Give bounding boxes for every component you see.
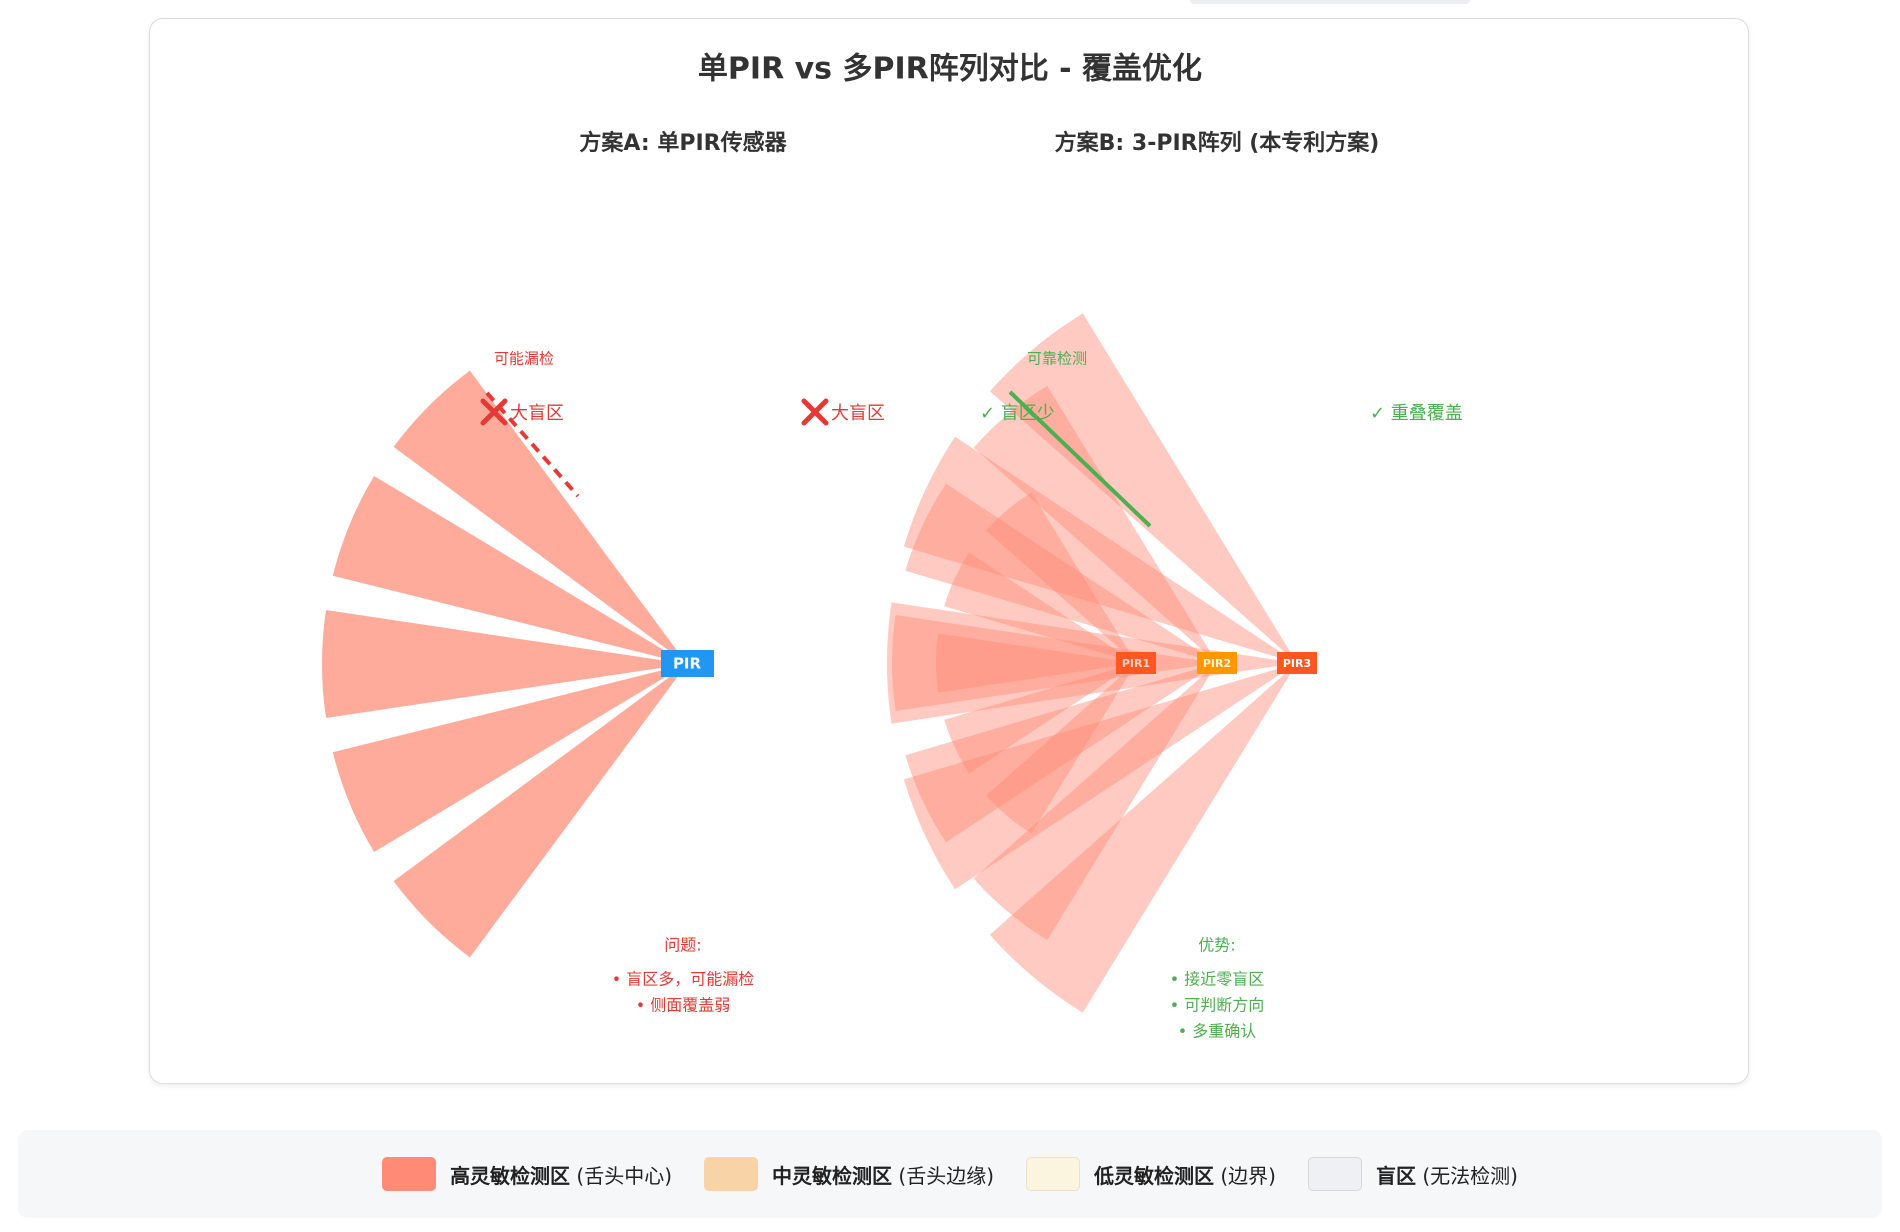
pir2-sensor: PIR2 bbox=[1197, 652, 1237, 674]
detection-fan bbox=[332, 476, 687, 664]
legend-swatch-high bbox=[382, 1157, 437, 1191]
pir-coverage-diagram: 单PIR vs 多PIR阵列对比 - 覆盖优化 方案A: 单PIR传感器 方案B… bbox=[321, 52, 1463, 1041]
legend-name: 中灵敏检测区 bbox=[772, 1163, 893, 1188]
diagram-card: 单PIR vs 多PIR阵列对比 - 覆盖优化 方案A: 单PIR传感器 方案B… bbox=[149, 18, 1749, 1084]
advantage-item: • 多重确认 bbox=[1178, 1022, 1257, 1041]
detection-fan bbox=[903, 436, 1297, 663]
pir3-label: PIR3 bbox=[1283, 657, 1311, 670]
legend-desc: (舌头边缘) bbox=[892, 1163, 994, 1188]
detection-fan bbox=[989, 313, 1297, 663]
detection-fan bbox=[944, 552, 1136, 663]
problem-item: • 侧面覆盖弱 bbox=[636, 996, 731, 1015]
legend-item-high: 高灵敏检测区 (舌头中心) bbox=[382, 1157, 672, 1191]
detection-fan bbox=[332, 664, 687, 852]
detection-fan bbox=[905, 483, 1217, 663]
single-pir-label: PIR bbox=[673, 655, 702, 673]
legend-name: 高灵敏检测区 bbox=[450, 1163, 571, 1188]
detection-fan bbox=[321, 610, 687, 718]
miss-path-line bbox=[485, 391, 580, 498]
detection-fan bbox=[892, 615, 1217, 711]
detection-fan bbox=[935, 633, 1136, 693]
detection-fan bbox=[903, 663, 1297, 890]
array-pir-coverage bbox=[886, 313, 1297, 1013]
scheme-b-heading: 方案B: 3-PIR阵列 (本专利方案) bbox=[1055, 130, 1380, 156]
legend-item-low: 低灵敏检测区 (边界) bbox=[1026, 1157, 1276, 1191]
advantage-item: • 可判断方向 bbox=[1170, 996, 1265, 1015]
cross-icon bbox=[801, 398, 829, 426]
pir3-sensor: PIR3 bbox=[1277, 652, 1317, 674]
top-tab-shadow bbox=[1190, 0, 1470, 4]
legend-desc: (无法检测) bbox=[1415, 1163, 1518, 1188]
problem-item: • 盲区多，可能漏检 bbox=[612, 970, 755, 989]
detection-fan bbox=[393, 664, 687, 958]
detection-path-line bbox=[1008, 390, 1152, 528]
single-pir-coverage bbox=[321, 370, 687, 958]
miss-label: 可能漏检 bbox=[494, 350, 554, 368]
diagram-title: 单PIR vs 多PIR阵列对比 - 覆盖优化 bbox=[698, 52, 1202, 87]
cross-icon bbox=[480, 398, 508, 426]
detection-fan bbox=[986, 492, 1136, 663]
pir1-sensor: PIR1 bbox=[1116, 652, 1156, 674]
detection-fan bbox=[944, 663, 1136, 774]
legend-name: 低灵敏检测区 bbox=[1094, 1163, 1214, 1188]
legend-name: 盲区 bbox=[1375, 1163, 1416, 1188]
single-pir-sensor: PIR bbox=[661, 650, 714, 677]
legend-swatch-low bbox=[1026, 1157, 1080, 1191]
legend-item-blind: 盲区 (无法检测) bbox=[1307, 1157, 1518, 1191]
detection-fan bbox=[393, 370, 687, 664]
advantage-item: • 接近零盲区 bbox=[1170, 970, 1265, 989]
legend-desc: (舌头中心) bbox=[570, 1163, 673, 1188]
detection-fan bbox=[989, 663, 1297, 1013]
scheme-a-heading: 方案A: 单PIR传感器 bbox=[579, 130, 787, 156]
pir1-label: PIR1 bbox=[1122, 657, 1150, 670]
pir2-label: PIR2 bbox=[1203, 657, 1231, 670]
detection-fan bbox=[886, 602, 1297, 724]
detection-fan bbox=[973, 385, 1217, 663]
blind-zone-label: 大盲区 bbox=[510, 403, 564, 424]
legend-item-medium: 中灵敏检测区 (舌头边缘) bbox=[704, 1157, 994, 1191]
advantages-title: 优势: bbox=[1198, 936, 1235, 955]
legend-swatch-medium bbox=[704, 1157, 759, 1191]
legend-swatch-blind bbox=[1307, 1157, 1362, 1191]
legend-desc: (边界) bbox=[1214, 1163, 1276, 1188]
overlap-coverage-label: ✓ 重叠覆盖 bbox=[1370, 403, 1463, 424]
detection-fan bbox=[905, 663, 1217, 843]
detection-fan bbox=[986, 663, 1136, 834]
detection-fan bbox=[973, 663, 1217, 941]
blind-zone-label-2: 大盲区 bbox=[831, 403, 885, 424]
reliable-detection-label: 可靠检测 bbox=[1027, 350, 1087, 368]
legend: 高灵敏检测区 (舌头中心) 中灵敏检测区 (舌头边缘) 低灵敏检测区 (边界) … bbox=[18, 1130, 1882, 1218]
few-blind-zones-label: ✓ 盲区少 bbox=[980, 403, 1055, 424]
problems-title: 问题: bbox=[664, 936, 701, 955]
